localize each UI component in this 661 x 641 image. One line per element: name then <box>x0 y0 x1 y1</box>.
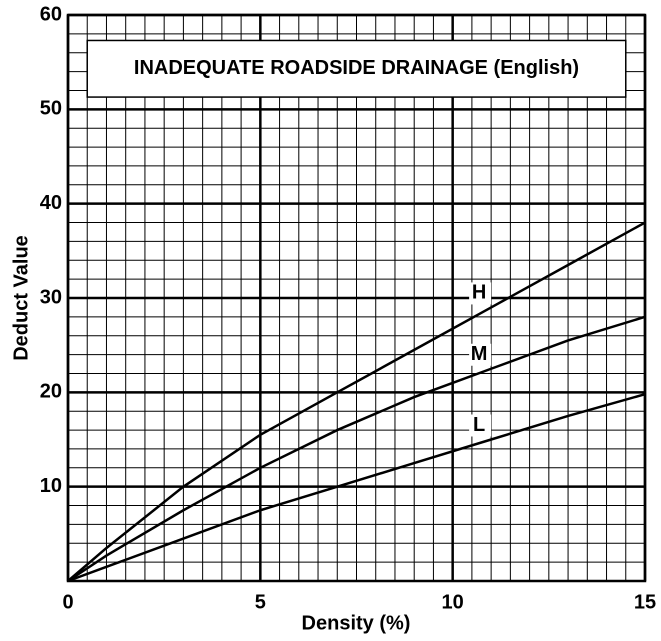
x-tick-label: 10 <box>442 591 464 613</box>
series-label: M <box>471 343 488 365</box>
x-tick-label: 15 <box>634 591 656 613</box>
x-tick-label: 0 <box>62 591 73 613</box>
plot-frame <box>66 13 647 583</box>
y-tick-label: 50 <box>40 98 62 120</box>
y-axis-label: Deduct Value <box>10 235 32 361</box>
title-box <box>86 39 627 98</box>
y-tick-label: 20 <box>40 381 62 403</box>
series-label-bg <box>469 343 492 366</box>
series-label-bg <box>469 414 492 437</box>
series-line <box>67 221 646 582</box>
series-label-bg <box>469 282 492 305</box>
y-tick-label: 60 <box>40 3 62 25</box>
y-tick-label: 30 <box>40 286 62 308</box>
y-tick-label: 40 <box>40 192 62 214</box>
series-label: L <box>473 414 485 436</box>
x-axis-label: Density (%) <box>302 612 411 634</box>
series-line <box>67 393 646 583</box>
y-tick-label: 10 <box>40 475 62 497</box>
chart-title: INADEQUATE ROADSIDE DRAINAGE (English) <box>134 57 579 79</box>
x-tick-label: 5 <box>255 591 266 613</box>
series-line <box>67 315 646 583</box>
series-label: H <box>472 282 486 304</box>
